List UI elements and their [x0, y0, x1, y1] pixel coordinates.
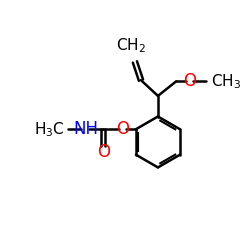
Text: CH$_3$: CH$_3$	[210, 72, 241, 91]
Text: H$_3$C: H$_3$C	[34, 120, 64, 139]
Text: O: O	[183, 72, 196, 90]
Text: NH: NH	[74, 120, 99, 138]
Text: O: O	[116, 120, 129, 138]
Text: CH$_2$: CH$_2$	[116, 36, 146, 55]
Text: O: O	[97, 142, 110, 160]
